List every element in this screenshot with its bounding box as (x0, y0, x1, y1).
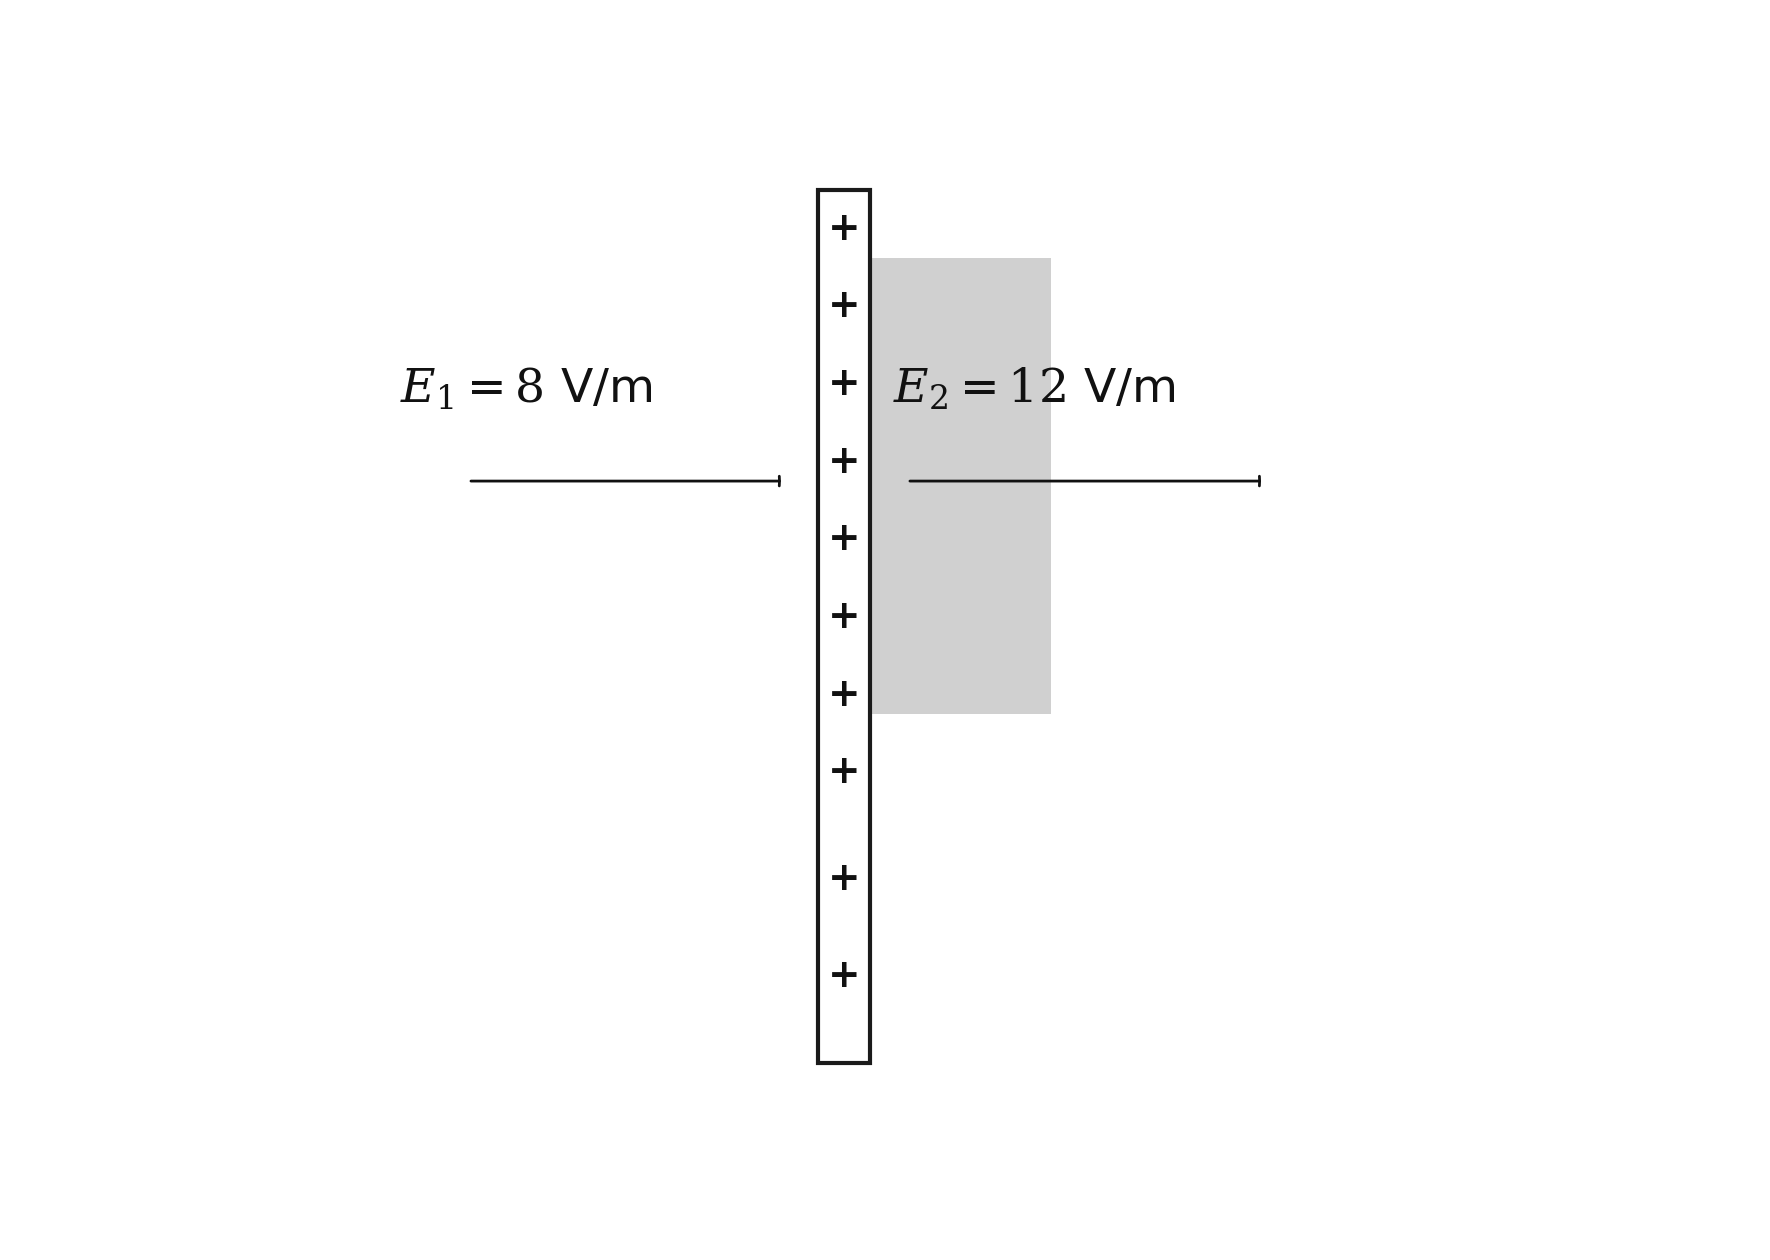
Text: +: + (828, 287, 860, 325)
Text: +: + (828, 365, 860, 403)
Bar (818, 190, 871, 1063)
Text: +: + (828, 956, 860, 995)
Text: +: + (828, 442, 860, 480)
Text: $E_2 = 12$ V/m: $E_2 = 12$ V/m (894, 367, 1175, 413)
Text: +: + (828, 859, 860, 898)
Text: +: + (828, 210, 860, 248)
Text: +: + (828, 520, 860, 558)
Text: +: + (828, 675, 860, 713)
Text: $E_1 = 8$ V/m: $E_1 = 8$ V/m (400, 367, 651, 413)
Text: +: + (828, 753, 860, 791)
Text: +: + (828, 598, 860, 636)
Bar (866, 258, 1051, 714)
